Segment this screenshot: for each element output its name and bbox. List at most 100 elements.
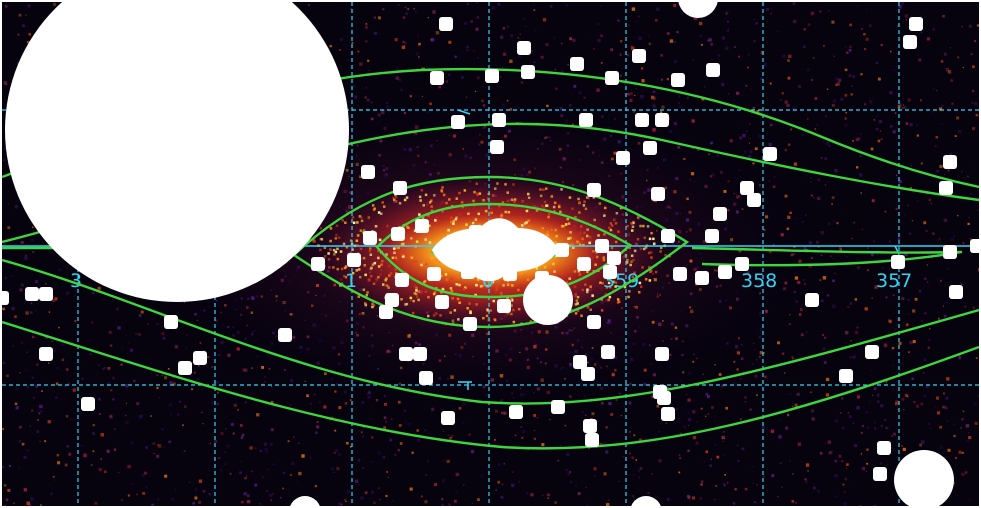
mask-square — [713, 207, 727, 221]
mask-square — [555, 243, 569, 257]
mask-square — [943, 155, 957, 169]
mask-square — [939, 181, 953, 195]
mask-square — [909, 17, 923, 31]
mask-square — [673, 267, 687, 281]
mask-square — [509, 405, 523, 419]
mask-square — [943, 245, 957, 259]
mask-square — [517, 41, 531, 55]
mask-square — [463, 317, 477, 331]
mask-square — [521, 65, 535, 79]
mask-square — [419, 371, 433, 385]
mask-square — [747, 193, 761, 207]
mask-square — [740, 181, 754, 195]
mask-square — [616, 151, 630, 165]
mask-square — [347, 253, 361, 267]
mask-square — [435, 295, 449, 309]
mask-circle — [631, 496, 661, 506]
mask-circle — [5, 2, 349, 302]
contour-lower-2 — [2, 320, 979, 450]
mask-square — [25, 287, 39, 301]
longitude-label-358: 358 — [741, 270, 777, 292]
mask-square — [439, 17, 453, 31]
mask-square — [363, 231, 377, 245]
mask-circle — [290, 496, 320, 506]
mask-square — [2, 291, 9, 305]
mask-square — [695, 271, 709, 285]
mask-square — [585, 433, 599, 447]
mask-square — [587, 183, 601, 197]
mask-square — [485, 69, 499, 83]
mask-square — [379, 305, 393, 319]
mask-square — [193, 351, 207, 365]
mask-square — [579, 113, 593, 127]
mask-square — [706, 63, 720, 77]
mask-square — [671, 73, 685, 87]
mask-square — [430, 71, 444, 85]
mask-square — [391, 227, 405, 241]
mask-square — [278, 328, 292, 342]
mask-square — [441, 411, 455, 425]
mask-square — [903, 35, 917, 49]
mask-square — [705, 229, 719, 243]
mask-square — [587, 315, 601, 329]
mask-square — [651, 187, 665, 201]
mask-square — [595, 239, 609, 253]
mask-square — [427, 267, 441, 281]
mask-square — [655, 113, 669, 127]
mask-square — [661, 407, 675, 421]
mask-square — [607, 251, 621, 265]
mask-square — [839, 369, 853, 383]
mask-square — [39, 347, 53, 361]
mask-square — [451, 115, 465, 129]
mask-square — [490, 140, 504, 154]
mask-square — [763, 147, 777, 161]
core-mask-blob — [432, 218, 558, 282]
longitude-label-357: 357 — [876, 270, 912, 292]
mask-square — [718, 265, 732, 279]
contour-lens-2 — [375, 202, 632, 299]
mask-square — [413, 347, 427, 361]
mask-square — [164, 315, 178, 329]
contour-lens-1 — [292, 175, 690, 329]
mask-square — [635, 113, 649, 127]
mask-square — [603, 265, 617, 279]
mask-square — [535, 271, 549, 285]
mask-square — [970, 239, 979, 253]
mask-square — [583, 419, 597, 433]
mask-square — [81, 397, 95, 411]
mask-square — [178, 361, 192, 375]
mask-square — [891, 255, 905, 269]
mask-square — [551, 400, 565, 414]
mask-square — [573, 355, 587, 369]
mask-square — [805, 293, 819, 307]
mask-square — [865, 345, 879, 359]
mask-square — [655, 347, 669, 361]
longitude-label-3: 3 — [70, 270, 82, 292]
mask-square — [877, 441, 891, 455]
mask-square — [492, 113, 506, 127]
mask-square — [632, 49, 646, 63]
mask-square — [497, 299, 511, 313]
mask-square — [605, 71, 619, 85]
mask-square — [643, 141, 657, 155]
mask-square — [385, 293, 399, 307]
longitude-label-1: 1 — [345, 270, 357, 292]
mask-square — [570, 57, 584, 71]
mask-square — [395, 273, 409, 287]
mask-square — [361, 165, 375, 179]
mask-square — [311, 257, 325, 271]
mask-circle — [523, 275, 573, 325]
contour-lower-1 — [2, 258, 979, 405]
mask-square — [661, 229, 675, 243]
mask-square — [873, 467, 887, 481]
mask-square — [415, 219, 429, 233]
mask-square — [577, 257, 591, 271]
mask-square — [39, 287, 53, 301]
mask-square — [653, 385, 667, 399]
mask-square — [949, 285, 963, 299]
mask-circle — [678, 2, 718, 18]
mask-circle — [894, 450, 954, 506]
